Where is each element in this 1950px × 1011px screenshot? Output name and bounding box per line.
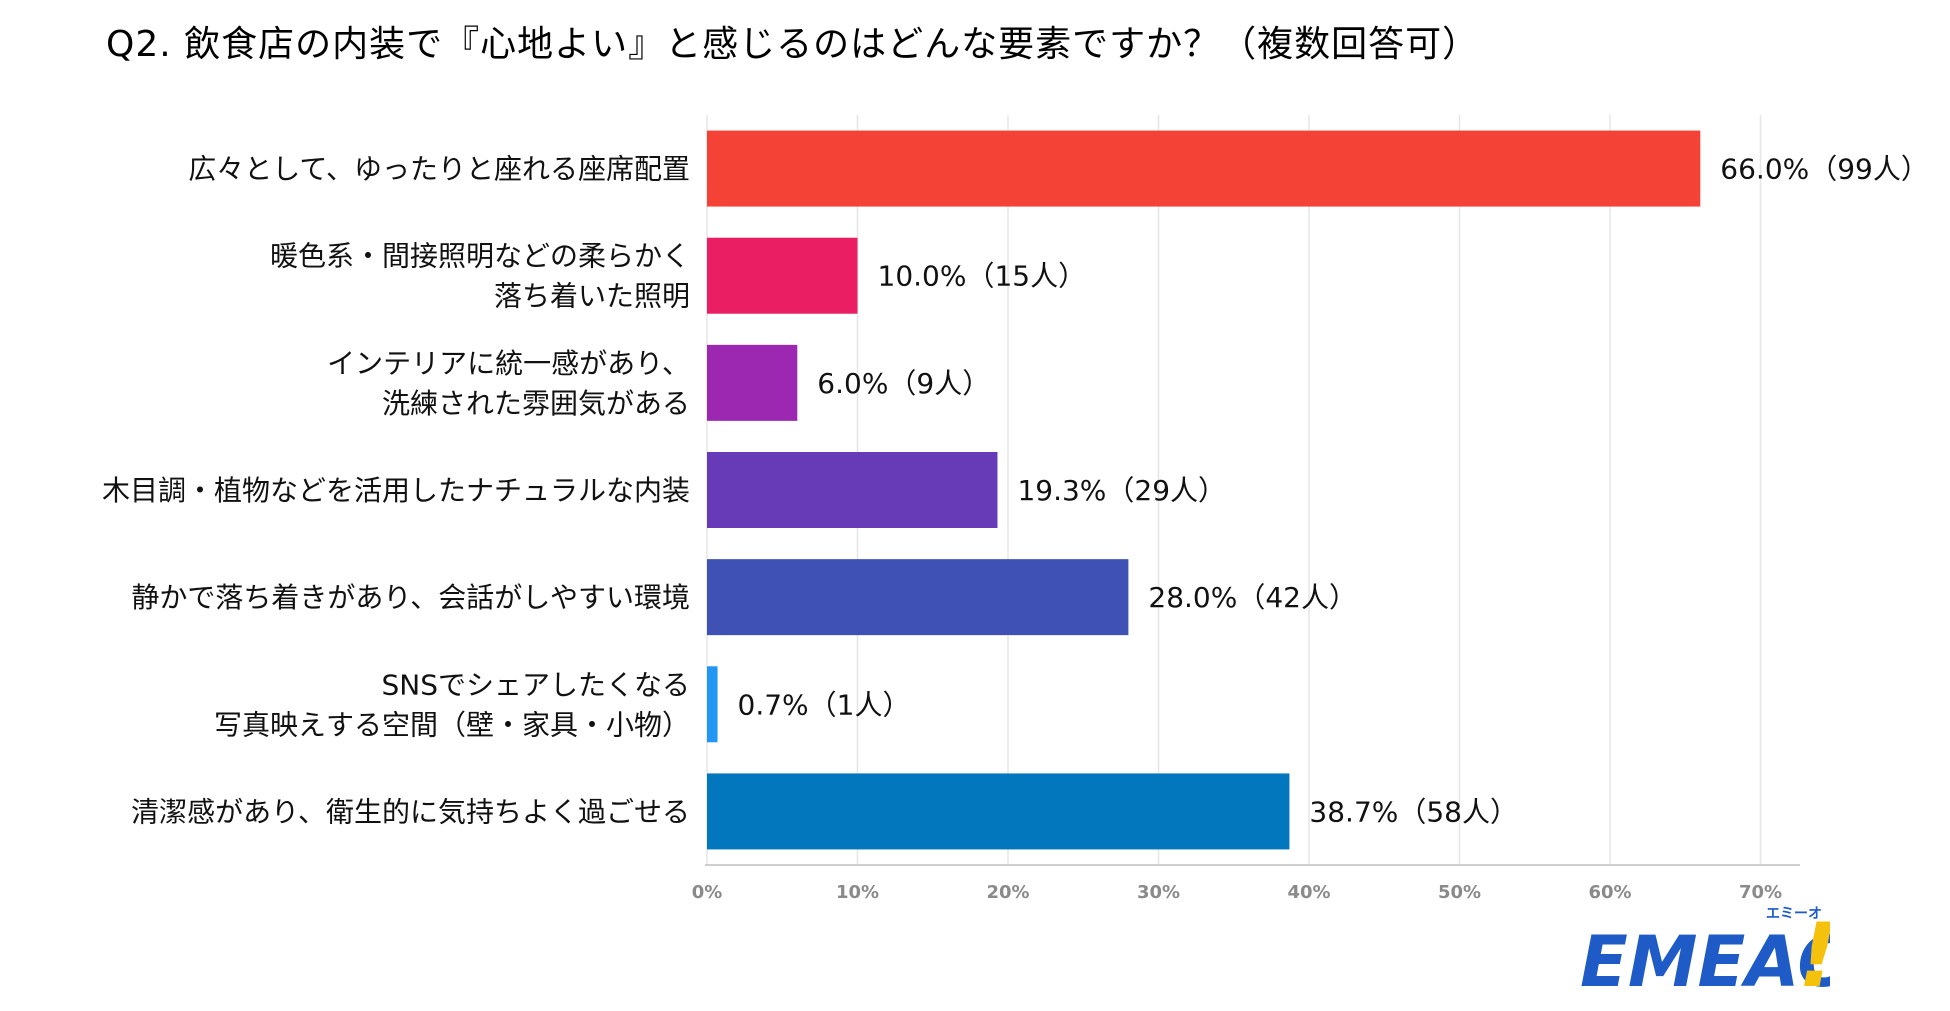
chart-title: Q2. 飲食店の内装で『心地よい』と感じるのはどんな要素ですか？（複数回答可） (106, 24, 1479, 65)
category-label: 洗練された雰囲気がある (382, 387, 690, 420)
data-labels: 66.0%（99人） 10.0%（15人） 6.0%（9人） 19.3%（29人） 28… (738, 153, 1929, 829)
bar (707, 666, 718, 743)
bar (707, 773, 1290, 850)
category-label: 落ち着いた照明 (494, 280, 690, 313)
data-label: 66.0%（99人） (1720, 153, 1929, 186)
category-label: 暖色系・間接照明などの柔らかく (270, 240, 690, 273)
category-labels: 広々として、ゆったりと座れる座席配置暖色系・間接照明などの柔らかく落ち着いた照明… (102, 153, 690, 829)
x-tick-label: 20% (986, 882, 1029, 903)
data-label: 6.0%（9人） (817, 367, 990, 400)
category-label: 静かで落ち着きがあり、会話がしやすい環境 (131, 581, 690, 614)
x-tick-label: 30% (1137, 882, 1180, 903)
x-tick-label: 60% (1588, 882, 1631, 903)
logo-bang: ! (1798, 904, 1830, 1000)
bars (707, 130, 1701, 850)
data-label: 10.0%（15人） (878, 260, 1087, 293)
x-axis-ticks: 0% 10% 20% 30% 40% 50% 60% 70% (692, 882, 1782, 903)
x-tick-label: 50% (1438, 882, 1481, 903)
x-tick-label: 0% (692, 882, 723, 903)
bar (707, 130, 1701, 207)
category-label: SNSでシェアしたくなる (382, 668, 691, 701)
emeao-logo: エミーオ EMEAO ! (1580, 904, 1830, 1000)
x-tick-label: 10% (836, 882, 879, 903)
data-label: 0.7%（1人） (738, 688, 911, 721)
x-tick-label: 40% (1287, 882, 1330, 903)
category-label: 広々として、ゆったりと座れる座席配置 (188, 153, 690, 186)
x-tick-label: 70% (1739, 882, 1782, 903)
data-label: 38.7%（58人） (1309, 795, 1518, 828)
bar (707, 452, 998, 528)
logo-ruby: エミーオ (1766, 906, 1822, 922)
data-label: 19.3%（29人） (1017, 474, 1226, 507)
data-label: 28.0%（42人） (1148, 581, 1357, 614)
category-label: 写真映えする空間（壁・家具・小物） (214, 708, 690, 741)
category-label: 木目調・植物などを活用したナチュラルな内装 (102, 474, 690, 507)
logo-text: EMEAO (1580, 921, 1830, 1000)
bar (707, 237, 858, 314)
bar (707, 344, 798, 421)
bar (707, 559, 1129, 636)
category-label: インテリアに統一感があり、 (327, 347, 690, 380)
category-label: 清潔感があり、衛生的に気持ちよく過ごせる (131, 795, 690, 828)
